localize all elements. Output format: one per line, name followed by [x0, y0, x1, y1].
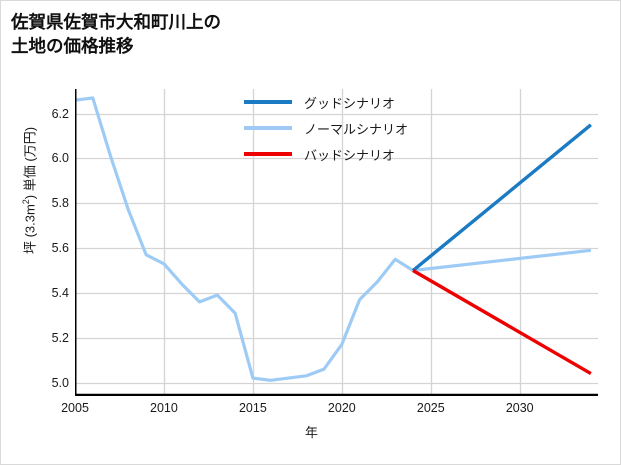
x-tick-label: 2015: [238, 401, 267, 415]
x-axis-title: 年: [304, 425, 318, 440]
legend-swatch-icon: [244, 126, 292, 130]
y-tick-label: 5.0: [51, 375, 69, 390]
plot-area: [75, 89, 598, 396]
legend-item[interactable]: グッドシナリオ: [244, 89, 474, 115]
legend-item[interactable]: ノーマルシナリオ: [244, 115, 474, 141]
x-tick-label: 2005: [61, 401, 89, 415]
chart-legend: グッドシナリオ ノーマルシナリオ バッドシナリオ: [244, 89, 474, 167]
y-axis-title-superscript: 2: [21, 199, 32, 205]
y-tick-label: 5.4: [51, 285, 69, 300]
series-lines: [75, 96, 592, 382]
y-tick-label: 6.0: [51, 151, 69, 166]
legend-swatch-icon: [244, 152, 292, 156]
series-line-normal: [75, 96, 592, 382]
page-title: 佐賀県佐賀市大和町川上の 土地の価格推移: [11, 12, 221, 57]
x-tick-label: 2030: [505, 401, 534, 415]
x-tick-label: 2025: [416, 401, 445, 415]
y-tick-label: 6.2: [51, 106, 69, 121]
legend-label: グッドシナリオ: [304, 95, 396, 111]
x-tick-label: 2020: [327, 401, 356, 415]
legend-label: ノーマルシナリオ: [304, 121, 409, 137]
x-tick-label: 2010: [150, 401, 178, 415]
y-tick-label: 5.2: [51, 330, 69, 345]
legend-swatch-icon: [244, 100, 292, 104]
y-tick-label: 5.8: [51, 196, 69, 211]
legend-item[interactable]: バッドシナリオ: [244, 141, 474, 167]
legend-label: バッドシナリオ: [304, 147, 396, 163]
gridlines: [75, 89, 598, 396]
plot-svg: [75, 89, 598, 396]
y-axis-title: 坪 (3.3m2) 単価 (万円): [21, 126, 38, 255]
y-tick-label: 5.6: [51, 241, 69, 256]
y-axis-tick-labels: 5.0 5.2 5.4 5.6 5.8 6.0 6.2: [1, 89, 69, 396]
series-line-good: [411, 123, 592, 272]
series-line-bad: [412, 269, 592, 376]
